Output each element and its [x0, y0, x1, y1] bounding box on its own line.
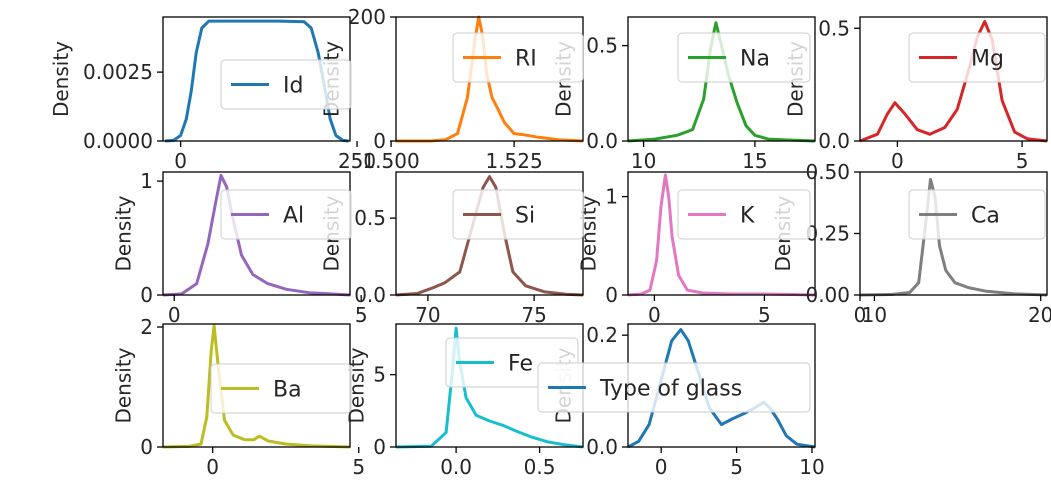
x-tick-label-na: 15: [742, 149, 767, 173]
x-tick-label-ba: 5: [352, 455, 365, 479]
legend-label-ba: Ba: [273, 378, 302, 403]
x-tick-label-ri: 1.525: [485, 149, 542, 173]
x-tick-label-al: 0: [168, 303, 181, 327]
legend-na: Na: [677, 32, 811, 83]
y-tick-label-ba: 0: [140, 435, 153, 459]
legend-mg: Mg: [908, 32, 1046, 83]
y-tick-label-fe: 5: [373, 363, 386, 387]
x-tick-label-mg: 0: [891, 149, 904, 173]
y-axis-label-ba: Density: [112, 347, 136, 423]
x-tick-label-si: 70: [415, 303, 440, 327]
density-line-k: [627, 173, 816, 297]
y-tick-label-id: 0.0025: [83, 60, 153, 84]
x-tick-label-ba: 0: [206, 455, 219, 479]
legend-box-si: [452, 189, 584, 240]
legend-label-al: Al: [283, 204, 304, 229]
legend-label-k: K: [740, 204, 755, 229]
axes-frame-mg: [859, 16, 1048, 142]
legend-type-of-glass: Type of glass: [537, 362, 811, 413]
y-tick-label-ca: 0.00: [805, 283, 850, 307]
legend-box-na: [677, 32, 811, 83]
y-tick-label-k: 1: [605, 185, 618, 209]
y-tick-label-id: 0.0000: [83, 129, 153, 153]
x-tick-label-al: 5: [355, 303, 368, 327]
y-tick-label-ca: 0.50: [805, 160, 850, 184]
legend-ba: Ba: [210, 363, 352, 414]
x-tick-label-type-of-glass: 0: [655, 455, 668, 479]
legend-box-type-of-glass: [537, 362, 811, 413]
x-tick-label-fe: 0.5: [524, 455, 556, 479]
legend-k: K: [677, 189, 811, 240]
y-tick-label-ba: 2: [140, 315, 153, 339]
y-axis-label-al: Density: [112, 195, 136, 271]
legend-label-id: Id: [283, 74, 303, 99]
x-tick-label-mg: 5: [1016, 149, 1029, 173]
x-tick-label-k: 10: [862, 303, 887, 327]
y-tick-label-si: 0.0: [354, 283, 386, 307]
x-tick-label-ca: 0: [854, 303, 867, 327]
density-line-fe: [395, 326, 584, 449]
legend-label-ca: Ca: [971, 204, 1000, 229]
y-tick-label-mg: 0.5: [818, 16, 850, 40]
legend-label-si: Si: [515, 204, 535, 229]
y-tick-label-k: 0: [605, 283, 618, 307]
y-tick-label-al: 1: [140, 169, 153, 193]
y-tick-label-type-of-glass: 0.0: [586, 435, 618, 459]
x-tick-label-ri: 1.500: [362, 149, 419, 173]
legend-box-ca: [908, 189, 1046, 240]
y-axis-label-id: Density: [49, 41, 73, 117]
x-tick-label-k: 0: [648, 303, 661, 327]
y-tick-label-ca: 0.25: [805, 222, 850, 246]
x-tick-label-si: 75: [521, 303, 546, 327]
legend-box-id: [220, 59, 352, 110]
legend-si: Si: [452, 189, 584, 240]
legend-label-type-of-glass: Type of glass: [599, 377, 742, 402]
panel-id: 0 250 0.0000 0.0025 Density: [49, 16, 376, 173]
x-tick-label-k: 5: [758, 303, 771, 327]
y-tick-label-type-of-glass: 0.2: [586, 323, 618, 347]
legend-label-fe: Fe: [508, 352, 533, 377]
legend-label-ri: RI: [515, 47, 537, 72]
legend-box-al: [220, 189, 352, 240]
legend-box-ri: [452, 32, 584, 83]
y-tick-label-na: 0.5: [586, 34, 618, 58]
y-tick-label-na: 0.0: [586, 129, 618, 153]
density-line-si: [395, 175, 584, 297]
x-tick-label-type-of-glass: 5: [730, 455, 743, 479]
axes-frame-na: [627, 16, 816, 142]
y-tick-label-mg: 0.0: [818, 129, 850, 153]
x-tick-label-na: 10: [631, 149, 656, 173]
density-line-ba: [162, 324, 351, 449]
legend-box-mg: [908, 32, 1046, 83]
legend-al: Al: [220, 189, 352, 240]
y-tick-label-al: 0: [140, 283, 153, 307]
axes-frame-k: [627, 171, 816, 296]
legend-ca: Ca: [908, 189, 1046, 240]
legend-box-ba: [210, 363, 352, 414]
x-tick-label-id: 250: [338, 149, 376, 173]
y-tick-label-si: 0.5: [354, 206, 386, 230]
density-line-mg: [859, 20, 1048, 143]
legend-label-na: Na: [740, 47, 770, 72]
x-tick-label-ca: 20: [1028, 303, 1051, 327]
legend-box-k: [677, 189, 811, 240]
x-tick-label-type-of-glass: 10: [799, 455, 824, 479]
density-line-id: [164, 19, 349, 143]
y-tick-label-ri: 0: [373, 129, 386, 153]
x-tick-label-id: 0: [174, 149, 187, 173]
legend-ri: RI: [452, 32, 584, 83]
y-tick-label-fe: 0: [373, 435, 386, 459]
y-tick-label-ri: 200: [348, 5, 386, 29]
legend-id: Id: [220, 59, 352, 110]
x-tick-label-fe: 0.0: [440, 455, 472, 479]
legend-label-mg: Mg: [971, 47, 1004, 72]
